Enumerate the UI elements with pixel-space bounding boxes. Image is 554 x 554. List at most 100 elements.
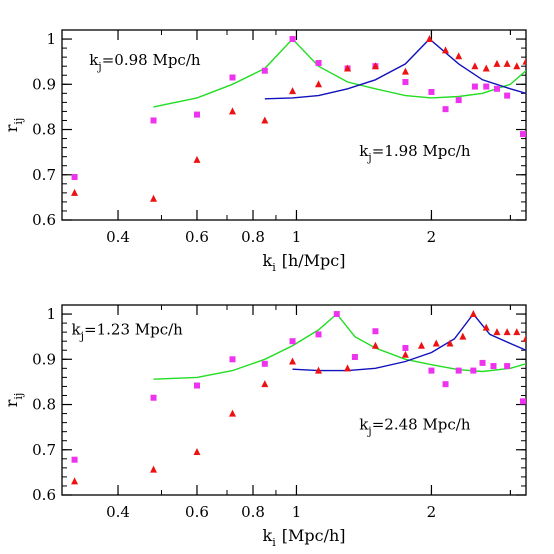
triangle-point bbox=[71, 477, 79, 485]
triangle-point bbox=[522, 57, 526, 65]
y-axis-label: rij bbox=[2, 393, 25, 408]
triangle-point bbox=[493, 59, 501, 67]
square-point bbox=[402, 344, 409, 351]
x-tick-label: 1 bbox=[292, 228, 302, 246]
square-point bbox=[428, 88, 435, 95]
annotation-2: kj=2.48 Mpc/h bbox=[359, 415, 471, 437]
y-axis-label: rij bbox=[2, 118, 25, 133]
triangle-point bbox=[493, 328, 501, 336]
square-point bbox=[519, 131, 526, 138]
triangle-point bbox=[261, 380, 269, 388]
square-point bbox=[519, 398, 526, 405]
square-point bbox=[479, 359, 486, 366]
triangle-point bbox=[401, 67, 409, 75]
x-axis-label-sub: i bbox=[272, 536, 276, 549]
x-axis-label: ki [Mpc/h] bbox=[263, 526, 346, 549]
y-tick-label: 1 bbox=[46, 30, 56, 48]
triangle-point bbox=[455, 52, 463, 60]
triangle-point bbox=[150, 465, 158, 473]
square-point bbox=[150, 117, 157, 124]
triangle-point bbox=[228, 409, 236, 417]
annotation-2-sub: j bbox=[366, 151, 371, 164]
series-line-1 bbox=[153, 37, 526, 108]
y-tick-label: 1 bbox=[46, 305, 56, 323]
square-point bbox=[490, 363, 497, 370]
triangle-point bbox=[469, 310, 477, 318]
annotation-2-rest: =1.98 Mpc/h bbox=[372, 142, 471, 160]
triangle-point bbox=[503, 328, 511, 336]
annotation-1-rest: =1.23 Mpc/h bbox=[84, 320, 183, 338]
square-point bbox=[504, 363, 511, 370]
annotation-1-main: k bbox=[89, 51, 99, 69]
annotation-1-sub: j bbox=[96, 60, 101, 73]
square-point bbox=[193, 382, 200, 389]
square-point bbox=[193, 111, 200, 118]
x-tick-label: 0.4 bbox=[106, 503, 130, 521]
x-tick-label: 0.8 bbox=[241, 228, 265, 246]
triangle-point bbox=[228, 107, 236, 115]
x-tick-label: 2 bbox=[427, 503, 437, 521]
square-point bbox=[470, 367, 477, 374]
y-axis-label-sub: ij bbox=[12, 118, 25, 125]
x-axis-label-main: k bbox=[263, 526, 273, 545]
y-tick-label: 0.6 bbox=[32, 211, 56, 229]
triangle-point bbox=[71, 188, 79, 196]
annotation-1: kj=0.98 Mpc/h bbox=[89, 51, 201, 73]
x-axis-label-main: k bbox=[263, 251, 273, 270]
triangle-point bbox=[289, 87, 297, 95]
triangle-point bbox=[425, 35, 433, 43]
triangle-point bbox=[482, 323, 490, 331]
y-tick-label: 0.9 bbox=[32, 350, 56, 368]
square-point bbox=[289, 36, 296, 43]
triangle-point bbox=[471, 62, 479, 70]
square-point bbox=[402, 79, 409, 86]
triangle-point bbox=[432, 339, 440, 347]
plot-frame bbox=[61, 29, 527, 221]
triangle-point bbox=[503, 59, 511, 67]
x-axis-label: ki [h/Mpc] bbox=[263, 251, 346, 274]
y-tick-label: 0.6 bbox=[32, 486, 56, 504]
square-point bbox=[483, 83, 490, 90]
triangle-point bbox=[401, 350, 409, 358]
square-point bbox=[315, 60, 322, 67]
x-tick-label: 0.6 bbox=[185, 503, 209, 521]
square-point bbox=[229, 74, 236, 81]
series-line-2 bbox=[292, 312, 526, 372]
triangle-point bbox=[522, 334, 526, 342]
annotation-1-sub: j bbox=[79, 329, 84, 342]
triangle-point bbox=[315, 80, 323, 88]
square-point bbox=[150, 394, 157, 401]
annotation-2: kj=1.98 Mpc/h bbox=[359, 142, 471, 164]
y-tick-label: 0.8 bbox=[32, 121, 56, 139]
y-tick-label: 0.8 bbox=[32, 396, 56, 414]
square-point bbox=[333, 311, 340, 318]
x-tick-label: 2 bbox=[427, 228, 437, 246]
triangle-point bbox=[513, 328, 521, 336]
annotation-2-main: k bbox=[359, 415, 369, 433]
annotation-1-main: k bbox=[72, 320, 82, 338]
triangle-point bbox=[150, 194, 158, 202]
x-axis-label-sub: i bbox=[272, 261, 276, 274]
square-point bbox=[229, 356, 236, 363]
triangle-point bbox=[289, 357, 297, 365]
y-axis-label-sub: ij bbox=[12, 393, 25, 400]
triangle-point bbox=[315, 366, 323, 374]
triangle-point bbox=[442, 46, 450, 54]
x-axis-label-unit: [h/Mpc] bbox=[282, 251, 346, 270]
square-point bbox=[455, 97, 462, 104]
square-point bbox=[71, 174, 78, 181]
x-tick-label: 0.6 bbox=[185, 228, 209, 246]
triangle-point bbox=[261, 116, 269, 124]
square-point bbox=[372, 328, 379, 335]
square-point bbox=[351, 354, 358, 361]
triangle-point bbox=[446, 339, 454, 347]
triangle-point bbox=[193, 448, 201, 456]
x-axis-label-unit: [Mpc/h] bbox=[282, 526, 346, 545]
triangle-point bbox=[417, 341, 425, 349]
annotation-1-rest: =0.98 Mpc/h bbox=[102, 51, 201, 69]
data-layer bbox=[71, 35, 526, 202]
square-point bbox=[442, 381, 449, 388]
